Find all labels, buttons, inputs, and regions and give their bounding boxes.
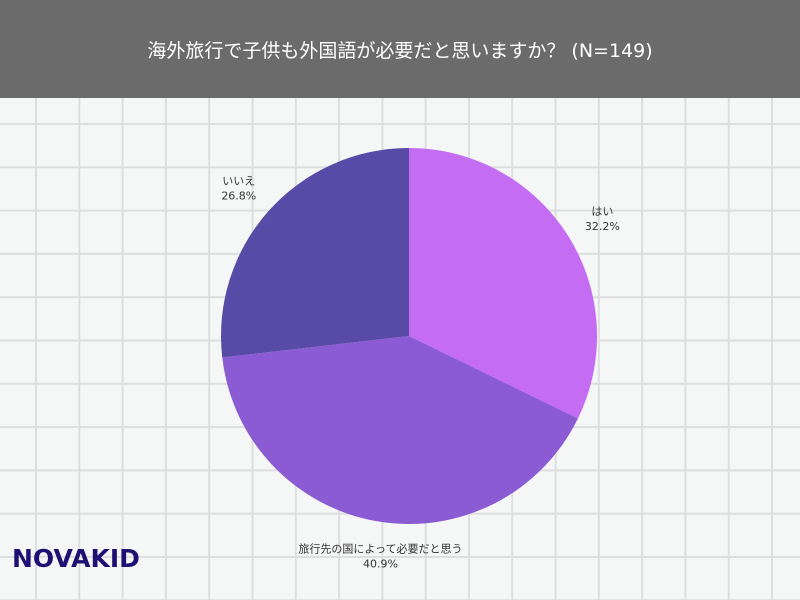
slice-category-label: はい [591,205,613,218]
slice-category-label: 旅行先の国によって必要だと思う [298,542,462,556]
chart-title: 海外旅行で子供も外国語が必要だと思いますか？ (N=149) [147,39,653,62]
pie-slice [222,336,578,524]
novakid-logo: NOVAKID [12,544,140,573]
slice-percent-label: 26.8% [221,189,256,202]
slice-percent-label: 32.2% [585,220,620,233]
slice-percent-label: 40.9% [363,558,398,571]
logo-text: NOVAKID [12,544,140,573]
pie-slice [221,148,409,358]
pie-slice [409,148,597,419]
slice-category-label: いいえ [222,174,255,187]
chart-title-bar: 海外旅行で子供も外国語が必要だと思いますか？ (N=149) [0,0,800,98]
